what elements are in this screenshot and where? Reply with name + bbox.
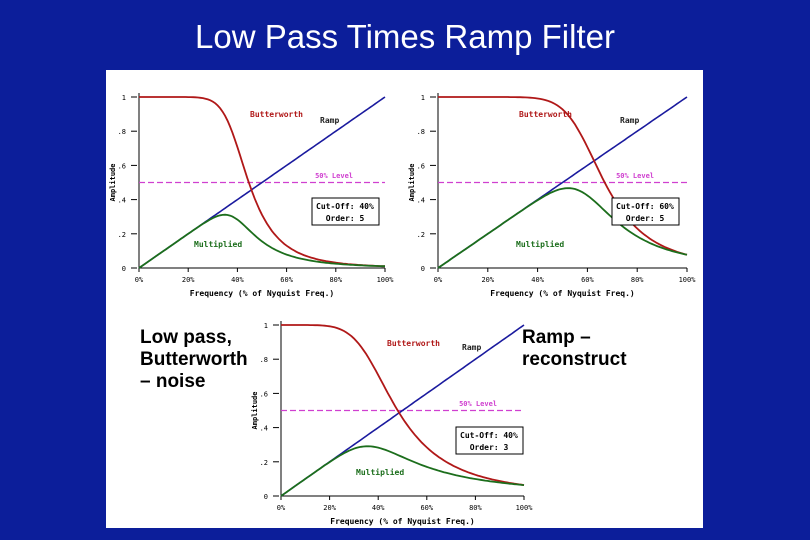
y-tick-label: .4 <box>417 197 425 205</box>
x-tick-label: 100% <box>679 276 697 284</box>
x-tick-label: 0% <box>135 276 144 284</box>
cutoff-label: Cut-Off: 40% <box>460 431 518 440</box>
filter-info-box <box>311 197 380 226</box>
x-axis-label: Frequency (% of Nyquist Freq.) <box>490 288 635 298</box>
chart-3: 0% 20% 40% 60% 80% 100% 0 .2 .4 .6 .8 1 Frequency (%… <box>251 321 533 526</box>
x-tick-label: 60% <box>420 504 433 512</box>
butterworth-line <box>438 96 688 256</box>
y-tick-label: 0 <box>264 493 268 501</box>
y-axis-label: Amplitude <box>109 164 117 202</box>
order-label: Order: 5 <box>626 214 665 223</box>
multiplied-line <box>138 213 385 269</box>
x-tick-label: 40% <box>531 276 544 284</box>
x-tick-label: 100% <box>377 276 395 284</box>
butterworth-line <box>281 324 525 486</box>
y-tick-label: .2 <box>417 231 425 239</box>
y-tick-label: .4 <box>260 425 268 433</box>
slide-title: Low Pass Times Ramp Filter <box>195 18 615 55</box>
chart-2: 0% 20% 40% 60% 80% 100% 0 .2 .4 .6 .8 1 Frequency (%… <box>408 93 696 298</box>
filter-info-box <box>455 426 524 455</box>
ramp-label: Ramp <box>462 343 481 352</box>
y-tick-label: .4 <box>118 197 126 205</box>
x-tick-label: 40% <box>372 504 385 512</box>
butterworth-label: Butterworth <box>387 339 440 348</box>
y-tick-label: 0 <box>122 265 126 273</box>
y-tick-label: .6 <box>417 162 425 170</box>
chart-1: 0% 20% 40% 60% 80% 100% 0 .2 .4 .6 .8 1 Frequency (%… <box>109 93 394 298</box>
ramp-label: Ramp <box>320 116 339 125</box>
y-tick-label: .6 <box>118 162 126 170</box>
x-tick-label: 0% <box>434 276 443 284</box>
order-label: Order: 5 <box>326 214 365 223</box>
level-label: 50% Level <box>616 172 654 180</box>
y-tick-label: 1 <box>421 94 425 102</box>
x-axis-label: Frequency (% of Nyquist Freq.) <box>190 288 335 298</box>
x-tick-label: 40% <box>231 276 244 284</box>
butterworth-label: Butterworth <box>250 110 303 119</box>
y-axis-label: Amplitude <box>251 392 259 430</box>
note-left: Low pass, Butterworth – noise <box>140 327 248 392</box>
multiplied-line <box>280 445 525 497</box>
order-label: Order: 3 <box>470 443 509 452</box>
x-tick-label: 60% <box>280 276 293 284</box>
multiplied-label: Multiplied <box>516 239 564 249</box>
note-right: Ramp – reconstruct <box>522 327 627 370</box>
filter-info-box <box>611 197 680 226</box>
x-tick-label: 20% <box>481 276 494 284</box>
x-tick-label: 80% <box>329 276 342 284</box>
ramp-label: Ramp <box>620 116 639 125</box>
cutoff-label: Cut-Off: 40% <box>316 202 374 211</box>
x-tick-label: 80% <box>631 276 644 284</box>
y-tick-label: 1 <box>264 322 268 330</box>
y-tick-label: 1 <box>122 94 126 102</box>
y-tick-label: .6 <box>260 390 268 398</box>
multiplied-label: Multiplied <box>356 467 404 477</box>
x-axis-label: Frequency (% of Nyquist Freq.) <box>330 516 475 526</box>
x-tick-label: 100% <box>516 504 534 512</box>
y-tick-label: .8 <box>260 356 268 364</box>
x-tick-label: 60% <box>581 276 594 284</box>
y-tick-label: .2 <box>260 459 268 467</box>
multiplied-label: Multiplied <box>194 239 242 249</box>
level-label: 50% Level <box>315 172 353 180</box>
butterworth-label: Butterworth <box>519 110 572 119</box>
y-tick-label: 0 <box>421 265 425 273</box>
y-axis-label: Amplitude <box>408 164 416 202</box>
x-tick-label: 20% <box>323 504 336 512</box>
y-tick-label: .2 <box>118 231 126 239</box>
multiplied-line <box>437 187 688 269</box>
x-tick-label: 0% <box>277 504 286 512</box>
cutoff-label: Cut-Off: 60% <box>616 202 674 211</box>
y-tick-label: .8 <box>118 128 126 136</box>
y-tick-label: .8 <box>417 128 425 136</box>
x-tick-label: 80% <box>469 504 482 512</box>
figure-panel <box>106 70 703 528</box>
x-tick-label: 20% <box>182 276 195 284</box>
level-label: 50% Level <box>459 400 497 408</box>
